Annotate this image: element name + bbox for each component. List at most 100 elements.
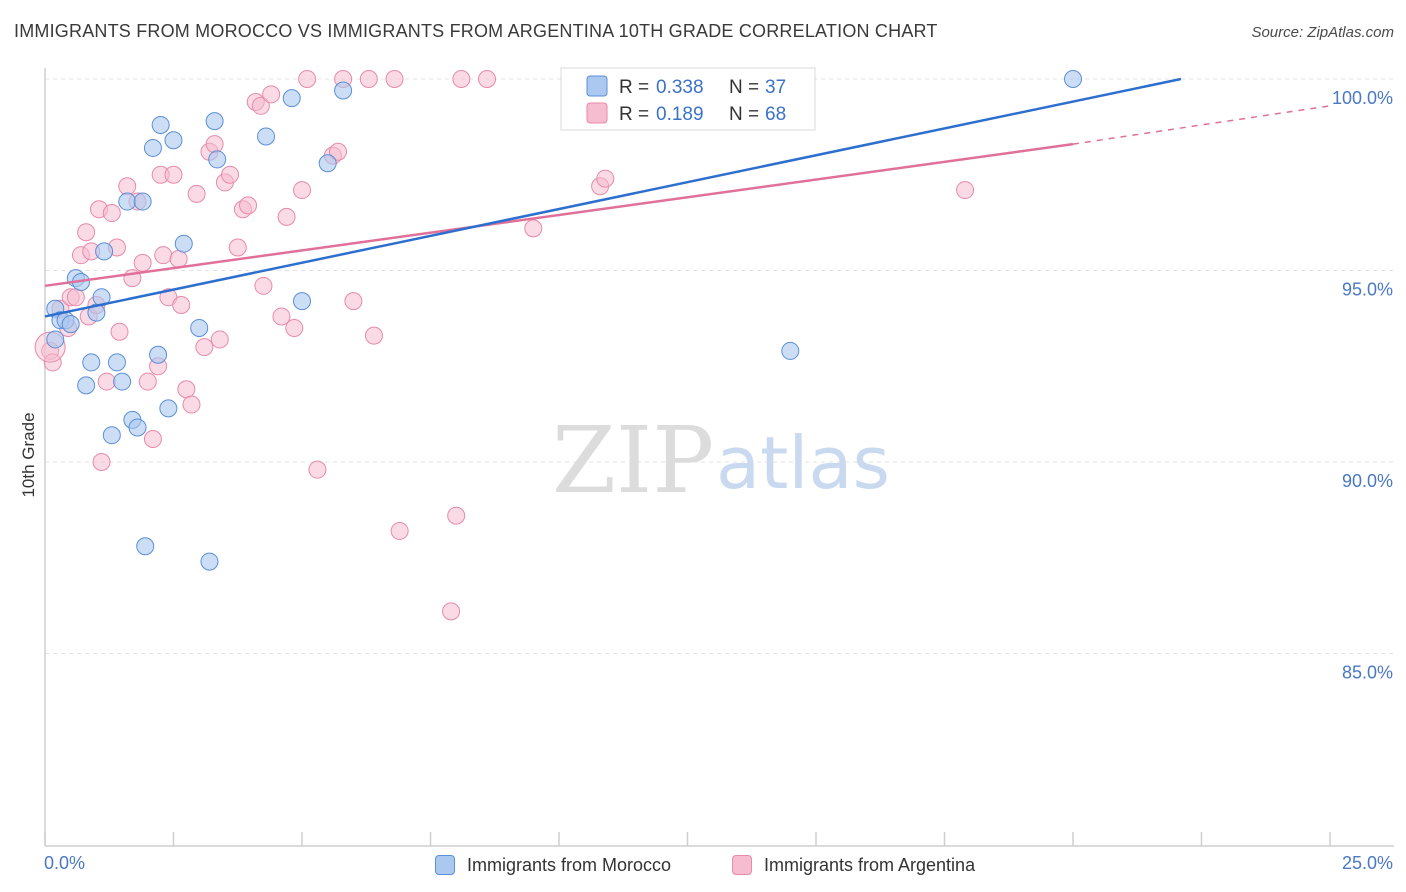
series-legend: Immigrants from Morocco Immigrants from … (0, 852, 1406, 878)
argentina-point (92, 453, 111, 471)
morocco-point (190, 318, 209, 337)
legend-n-label-morocco: N = (729, 77, 759, 98)
argentina-point (210, 330, 229, 349)
morocco-point (164, 131, 183, 150)
argentina-point (328, 142, 347, 161)
argentina-trend-line (44, 142, 1074, 288)
morocco-point (151, 115, 170, 134)
series-label-argentina: Immigrants from Argentina (764, 854, 976, 875)
argentina-point (364, 326, 383, 345)
legend-n-label-argentina: N = (729, 104, 759, 125)
argentina-point (77, 223, 96, 242)
argentina-point (239, 196, 258, 215)
morocco-point (128, 418, 147, 437)
argentina-point (447, 506, 466, 525)
morocco-point (781, 341, 800, 360)
argentina-point (344, 292, 363, 311)
morocco-point (149, 345, 168, 364)
argentina-point (172, 295, 191, 314)
morocco-point (1064, 70, 1082, 88)
argentina-point (169, 250, 188, 269)
argentina-point (110, 322, 129, 341)
argentina-point (143, 430, 162, 449)
x-tick-label-min: 0.0% (44, 853, 85, 873)
chart-title: IMMIGRANTS FROM MOROCCO VS IMMIGRANTS FR… (14, 21, 938, 41)
morocco-point (318, 154, 337, 173)
morocco-point (133, 192, 152, 211)
series-legend-argentina: Immigrants from Argentina (732, 852, 975, 878)
morocco-point (293, 292, 311, 311)
morocco-point (113, 372, 132, 391)
legend-n-value-morocco: 37 (765, 77, 786, 98)
morocco-point (205, 112, 224, 131)
argentina-point (277, 207, 296, 226)
morocco-point (174, 234, 193, 253)
morocco-points (46, 70, 1082, 571)
y-tick-label: 100.0% (1332, 88, 1393, 108)
argentina-point (298, 70, 317, 88)
argentina-point (385, 70, 404, 88)
axes (44, 68, 1394, 847)
argentina-point (221, 165, 240, 184)
morocco-point (118, 192, 137, 211)
legend-r-label-argentina: R = (619, 104, 649, 125)
y-tick-labels: 85.0% 90.0% 95.0% 100.0% (1332, 88, 1393, 683)
source-credit: Source: ZipAtlas.com (1251, 24, 1394, 41)
argentina-point (102, 204, 121, 223)
series-legend-morocco: Immigrants from Morocco (435, 852, 671, 878)
argentina-point (154, 246, 173, 265)
legend-r-label-morocco: R = (619, 77, 649, 98)
argentina-point (293, 181, 311, 200)
argentina-points (34, 70, 975, 621)
watermark-zip: ZIP (552, 407, 714, 514)
argentina-point (118, 177, 137, 196)
y-tick-label: 95.0% (1342, 280, 1393, 300)
morocco-point (102, 426, 121, 445)
legend-n-value-argentina: 68 (765, 104, 786, 125)
morocco-point (200, 552, 219, 571)
morocco-point (95, 242, 114, 261)
series-swatch-argentina (732, 855, 752, 875)
morocco-point (143, 138, 162, 157)
argentina-point (66, 288, 85, 307)
y-tick-label: 90.0% (1342, 471, 1393, 491)
legend-swatch-argentina (586, 102, 608, 124)
morocco-point (159, 399, 178, 418)
argentina-point (187, 184, 206, 203)
argentina-point (442, 602, 461, 621)
argentina-point (956, 181, 975, 200)
argentina-point (195, 338, 214, 357)
morocco-point (77, 376, 96, 395)
morocco-trend-line (44, 77, 1182, 318)
legend-r-value-morocco: 0.338 (656, 77, 704, 98)
morocco-point (136, 537, 155, 556)
argentina-point (262, 85, 281, 104)
legend-r-value-argentina: 0.189 (656, 104, 704, 125)
morocco-point (82, 353, 101, 372)
argentina-trend-extension (1072, 105, 1331, 145)
morocco-point (46, 330, 65, 349)
argentina-point (228, 238, 247, 257)
argentina-point (97, 372, 116, 391)
x-ticks (44, 832, 1331, 846)
series-swatch-morocco (435, 855, 455, 875)
morocco-point (282, 89, 301, 108)
morocco-point (107, 353, 126, 372)
argentina-point (452, 70, 471, 88)
morocco-point (208, 150, 227, 169)
y-axis-label: 10th Grade (19, 412, 38, 497)
x-tick-label-max: 25.0% (1342, 853, 1393, 873)
argentina-point (251, 96, 270, 115)
argentina-point (359, 70, 378, 88)
argentina-point (478, 70, 497, 88)
argentina-point (205, 135, 224, 154)
argentina-point (308, 460, 327, 479)
argentina-point (138, 372, 157, 391)
argentina-point (390, 521, 409, 540)
correlation-legend: R = 0.338 N = 37 R = 0.189 N = 68 (560, 67, 816, 131)
argentina-point (272, 307, 291, 326)
trend-lines (44, 77, 1331, 318)
argentina-point (177, 380, 196, 399)
argentina-point (254, 276, 273, 295)
